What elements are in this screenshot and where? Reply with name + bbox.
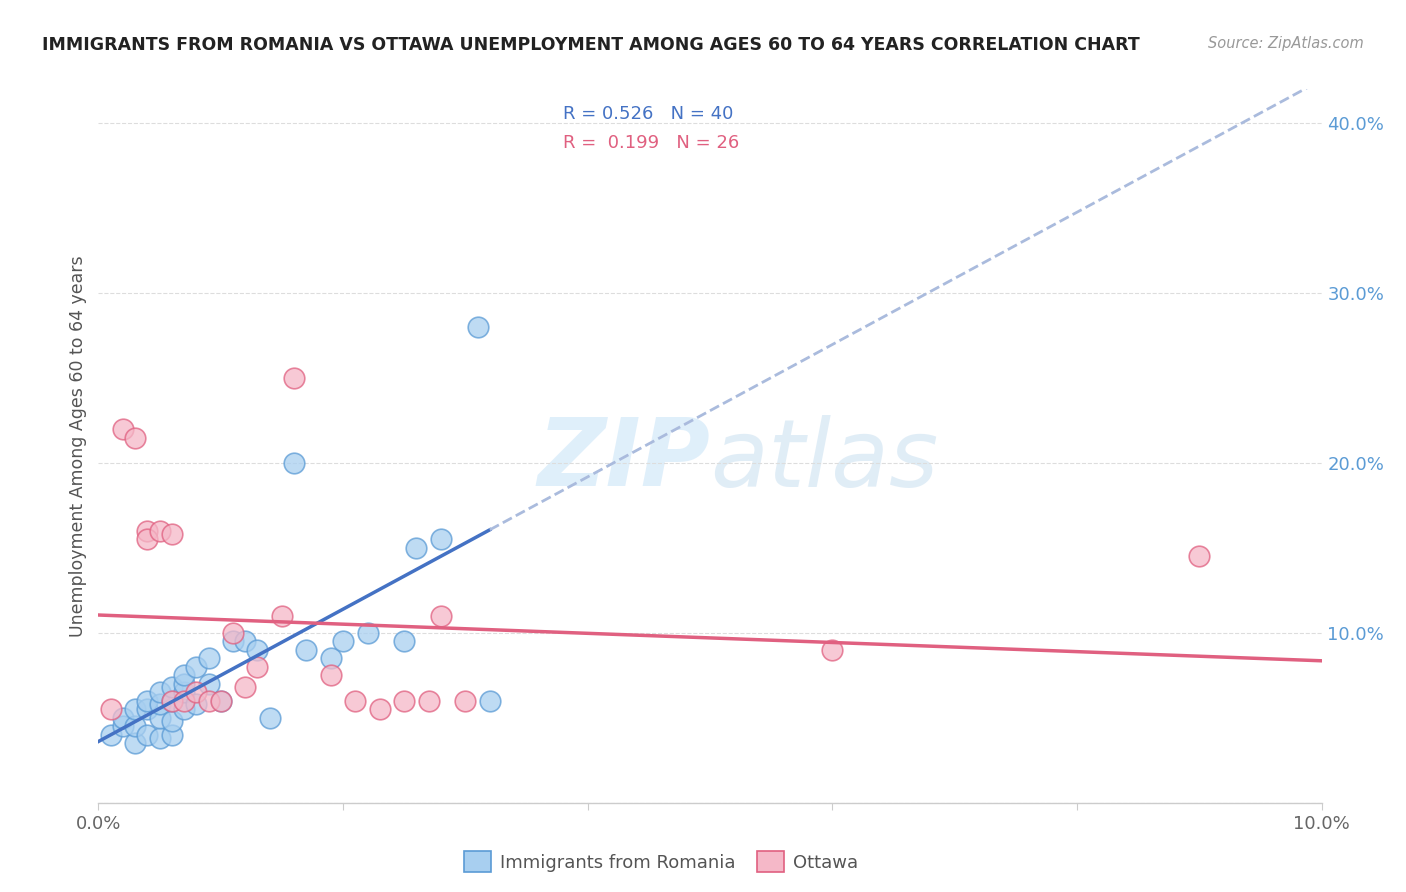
Point bbox=[430, 608, 453, 623]
Point bbox=[186, 685, 208, 699]
Point bbox=[283, 371, 305, 385]
Point bbox=[160, 694, 183, 708]
Point bbox=[160, 728, 183, 742]
Point bbox=[149, 698, 172, 712]
Text: atlas: atlas bbox=[710, 415, 938, 506]
Point bbox=[467, 320, 489, 334]
Point bbox=[821, 643, 844, 657]
Point bbox=[246, 660, 269, 674]
Point bbox=[319, 668, 342, 682]
Point bbox=[124, 702, 146, 716]
Point bbox=[246, 643, 269, 657]
Point bbox=[136, 533, 159, 547]
Point bbox=[392, 694, 416, 708]
Point bbox=[1188, 549, 1211, 564]
Point bbox=[233, 634, 256, 648]
Point bbox=[173, 677, 195, 691]
Y-axis label: Unemployment Among Ages 60 to 64 years: Unemployment Among Ages 60 to 64 years bbox=[69, 255, 87, 637]
Point bbox=[405, 541, 427, 555]
Point bbox=[270, 608, 292, 623]
Point bbox=[149, 685, 172, 699]
Point bbox=[233, 680, 256, 694]
Point bbox=[149, 731, 172, 746]
Point bbox=[136, 702, 159, 716]
Point bbox=[160, 694, 183, 708]
Point bbox=[124, 430, 146, 444]
Point bbox=[283, 456, 305, 470]
Point bbox=[160, 680, 183, 694]
Point bbox=[209, 694, 232, 708]
Point bbox=[186, 698, 208, 712]
Point bbox=[124, 736, 146, 750]
Legend: Immigrants from Romania, Ottawa: Immigrants from Romania, Ottawa bbox=[457, 844, 866, 880]
Point bbox=[149, 711, 172, 725]
Point bbox=[222, 634, 245, 648]
Point bbox=[259, 711, 281, 725]
Point bbox=[197, 651, 219, 665]
Point bbox=[197, 694, 219, 708]
Text: IMMIGRANTS FROM ROMANIA VS OTTAWA UNEMPLOYMENT AMONG AGES 60 TO 64 YEARS CORRELA: IMMIGRANTS FROM ROMANIA VS OTTAWA UNEMPL… bbox=[42, 36, 1140, 54]
Text: ZIP: ZIP bbox=[537, 414, 710, 507]
Point bbox=[454, 694, 477, 708]
Text: R =  0.199   N = 26: R = 0.199 N = 26 bbox=[564, 134, 740, 152]
Point bbox=[295, 643, 318, 657]
Point bbox=[332, 634, 354, 648]
Point bbox=[160, 714, 183, 729]
Point bbox=[209, 694, 232, 708]
Point bbox=[111, 711, 134, 725]
Point bbox=[356, 626, 378, 640]
Point bbox=[344, 694, 367, 708]
Point bbox=[136, 728, 159, 742]
Point bbox=[418, 694, 440, 708]
Point bbox=[124, 719, 146, 733]
Point bbox=[173, 668, 195, 682]
Point bbox=[197, 677, 219, 691]
Point bbox=[100, 728, 122, 742]
Point bbox=[136, 694, 159, 708]
Point bbox=[478, 694, 501, 708]
Point bbox=[368, 702, 391, 716]
Point bbox=[430, 533, 453, 547]
Text: Source: ZipAtlas.com: Source: ZipAtlas.com bbox=[1208, 36, 1364, 51]
Point bbox=[186, 660, 208, 674]
Point bbox=[173, 702, 195, 716]
Point bbox=[173, 685, 195, 699]
Text: R = 0.526   N = 40: R = 0.526 N = 40 bbox=[564, 105, 734, 123]
Point bbox=[136, 524, 159, 538]
Point bbox=[222, 626, 245, 640]
Point bbox=[111, 422, 134, 436]
Point bbox=[392, 634, 416, 648]
Point bbox=[149, 524, 172, 538]
Point bbox=[319, 651, 342, 665]
Point bbox=[160, 527, 183, 541]
Point bbox=[111, 719, 134, 733]
Point bbox=[173, 694, 195, 708]
Point bbox=[100, 702, 122, 716]
